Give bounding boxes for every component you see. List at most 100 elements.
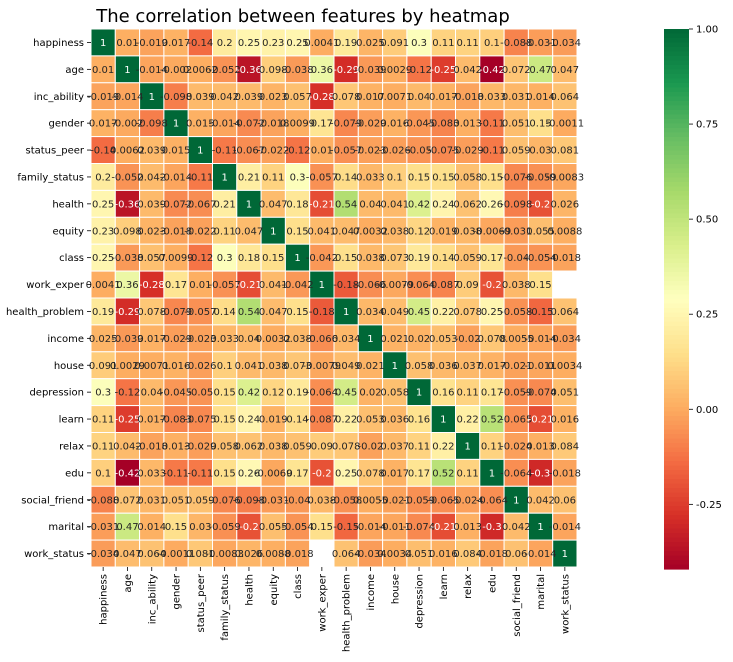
- cell-value-label: -0.083: [160, 415, 192, 426]
- heatmap-cell: [479, 55, 505, 84]
- heatmap-cell: [163, 458, 189, 487]
- colorbar-segment: [664, 204, 689, 210]
- cell-value-label: -0.019: [136, 38, 168, 49]
- cell-value-label: -0.083: [427, 119, 459, 130]
- colorbar-segment: [664, 353, 689, 359]
- cell-value-label: 0.02: [408, 334, 430, 345]
- cell-value-label: 0.1: [95, 468, 111, 479]
- colorbar-segment: [664, 560, 689, 566]
- colorbar-segment: [664, 492, 689, 498]
- colorbar-segment: [664, 371, 689, 377]
- heatmap-cell: [333, 297, 359, 326]
- cell-value-label: 0.0099: [280, 119, 315, 130]
- cell-value-label: 0.091: [380, 38, 409, 49]
- cell-value-label: 0.047: [332, 226, 361, 237]
- colorbar-segment: [664, 182, 689, 188]
- cell-value-label: 0.091: [89, 361, 118, 372]
- cell-value-label: 0.15: [408, 172, 430, 183]
- cell-value-label: -0.024: [452, 495, 484, 506]
- colorbar-segment: [664, 177, 689, 183]
- colorbar-segment: [664, 78, 689, 84]
- cell-value-label: 0.017: [162, 38, 191, 49]
- column-label: health: [244, 574, 255, 606]
- cell-value-label: -0.064: [403, 280, 435, 291]
- cell-value-label: -0.066: [306, 334, 338, 345]
- colorbar-segment: [664, 362, 689, 368]
- cell-value-label: 1: [416, 388, 422, 399]
- heatmap-cell: [455, 458, 481, 487]
- cell-value-label: 0.0034: [377, 549, 412, 560]
- heatmap-cell: [382, 109, 408, 138]
- heatmap-cell: [406, 189, 432, 218]
- cell-value-label: -0.034: [354, 549, 386, 560]
- heatmap-cell: [455, 163, 481, 191]
- heatmap-cell: [212, 28, 238, 57]
- cell-value-label: 0.15: [165, 522, 187, 533]
- heatmap-cell: [527, 270, 554, 299]
- heatmap-cell: [236, 136, 262, 165]
- column-label: relax: [463, 574, 474, 599]
- cell-value-label: -0.064: [306, 388, 338, 399]
- cell-value-label: -0.076: [500, 172, 532, 183]
- cell-value-label: 0.017: [137, 334, 166, 345]
- colorbar-segment: [664, 29, 689, 35]
- heatmap-cell: [187, 405, 213, 434]
- cell-value-label: 0.021: [356, 361, 385, 372]
- colorbar-segment: [664, 105, 689, 111]
- cell-value-label: -0.05: [406, 146, 432, 157]
- heatmap-cell: [284, 136, 311, 165]
- heatmap-cell: [260, 136, 286, 165]
- column-label: income: [366, 574, 377, 611]
- cell-value-label: 0.25: [238, 38, 260, 49]
- cell-value-label: -0.031: [257, 495, 289, 506]
- heatmap-cell: [260, 109, 286, 138]
- heatmap-cell: [552, 351, 578, 380]
- row-label: inc_ability: [34, 92, 84, 103]
- cell-value-label: 0.041: [235, 361, 264, 372]
- cell-value-label: 0.04: [408, 92, 430, 103]
- colorbar-tick-label: 0.25: [696, 310, 718, 321]
- colorbar-segment: [664, 438, 689, 444]
- cell-value-label: -0.12: [115, 388, 141, 399]
- cell-value-label: 0.11: [92, 415, 114, 426]
- cell-value-label: 0.031: [502, 92, 531, 103]
- cell-value-label: 0.01: [92, 65, 114, 76]
- colorbar-segment: [664, 524, 689, 530]
- heatmap-cell: [139, 405, 165, 434]
- colorbar-segment: [664, 551, 689, 557]
- cell-value-label: -0.076: [209, 495, 241, 506]
- cell-value-label: 0.0062: [183, 65, 218, 76]
- cell-value-label: -0.014: [136, 65, 168, 76]
- cell-value-label: 1: [270, 226, 276, 237]
- column-label: health_problem: [342, 574, 353, 652]
- heatmap-cell: [527, 136, 554, 165]
- cell-value-label: 0.081: [186, 549, 215, 560]
- cell-value-label: 0.0062: [110, 146, 145, 157]
- heatmap-cell: [479, 109, 505, 138]
- cell-value-label: -0.058: [500, 307, 532, 318]
- colorbar-segment: [664, 173, 689, 179]
- heatmap-cell: [187, 136, 213, 165]
- cell-value-label: 0.034: [356, 307, 385, 318]
- column-label: happiness: [99, 574, 110, 625]
- heatmap-cell: [260, 243, 286, 272]
- cell-value-label: 0.06: [505, 549, 527, 560]
- colorbar-segment: [664, 38, 689, 44]
- heatmap-cell: [333, 324, 359, 353]
- colorbar-segment: [664, 281, 689, 287]
- cell-value-label: 0.078: [356, 468, 385, 479]
- heatmap-cell: [455, 243, 481, 272]
- cell-value-label: 0.15: [481, 172, 503, 183]
- colorbar-segment: [664, 141, 689, 147]
- cell-value-label: -0.072: [233, 119, 265, 130]
- cell-value-label: -0.014: [524, 549, 556, 560]
- cell-value-label: -0.0079: [375, 280, 414, 291]
- heatmap-cell: [479, 405, 505, 434]
- colorbar-segment: [664, 294, 689, 300]
- cell-value-label: 0.016: [162, 361, 191, 372]
- heatmap-cell: [114, 512, 141, 541]
- cell-value-label: -0.031: [524, 38, 556, 49]
- cell-value-label: 0.24: [238, 415, 260, 426]
- cell-value-label: 0.45: [335, 388, 357, 399]
